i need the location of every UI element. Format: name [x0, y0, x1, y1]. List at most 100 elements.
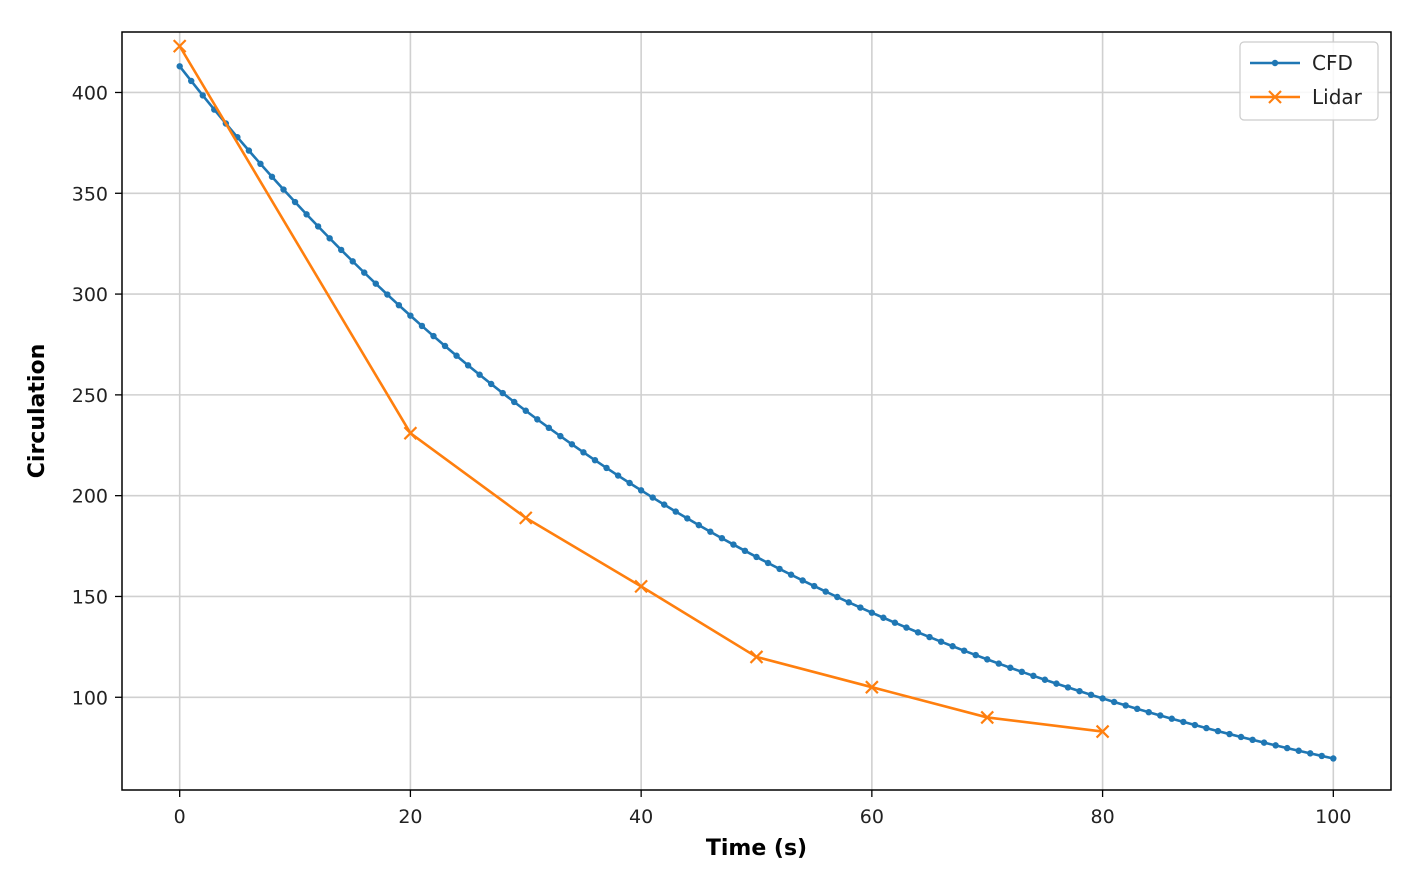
data-point — [453, 352, 460, 359]
data-point — [487, 380, 495, 388]
data-point — [1041, 676, 1049, 683]
data-point — [603, 464, 610, 472]
data-point — [1087, 691, 1095, 699]
data-point — [903, 624, 910, 631]
x-tick-label: 40 — [629, 806, 653, 828]
data-point — [372, 280, 379, 287]
data-point — [1249, 736, 1256, 744]
data-point — [672, 508, 679, 515]
data-point — [1099, 695, 1106, 702]
legend-entry: Lidar — [1250, 85, 1363, 109]
series-layer — [172, 39, 1337, 762]
data-point — [568, 441, 576, 448]
data-point — [1330, 755, 1337, 762]
data-point — [291, 198, 299, 206]
data-point — [1318, 752, 1325, 760]
y-tick-label: 250 — [72, 385, 108, 407]
data-point — [303, 211, 310, 218]
data-point — [591, 456, 599, 464]
data-point — [1095, 724, 1110, 739]
data-point — [1064, 684, 1072, 691]
legend-marker — [1268, 90, 1282, 104]
data-point — [172, 39, 187, 53]
data-point — [1272, 742, 1279, 749]
x-tick-label: 0 — [174, 806, 186, 828]
data-point — [1307, 750, 1314, 757]
data-point — [891, 619, 899, 626]
data-point — [1237, 733, 1245, 741]
data-point — [1018, 668, 1026, 676]
data-point — [637, 487, 645, 494]
y-tick-label: 400 — [72, 82, 108, 104]
data-point — [268, 173, 276, 180]
data-point — [1180, 718, 1187, 726]
data-point — [337, 246, 345, 254]
data-point — [880, 614, 887, 621]
data-point — [730, 541, 737, 548]
data-point — [764, 559, 772, 567]
data-point — [1283, 744, 1291, 752]
data-point — [361, 269, 368, 276]
y-tick-label: 300 — [72, 284, 108, 306]
data-point — [937, 638, 945, 645]
series-line — [178, 65, 1334, 760]
series-1 — [172, 39, 1110, 739]
data-point — [1226, 730, 1233, 738]
data-point — [176, 63, 183, 70]
data-point — [1053, 680, 1060, 687]
data-point — [649, 494, 656, 501]
y-tick-label: 350 — [72, 183, 108, 205]
data-point — [787, 571, 795, 578]
data-point — [464, 362, 472, 369]
data-point — [822, 588, 829, 595]
data-point — [245, 147, 253, 154]
data-point — [1134, 705, 1141, 713]
data-point — [695, 521, 703, 529]
data-point — [753, 553, 760, 561]
data-point — [418, 322, 426, 330]
legend-entry: CFD — [1250, 51, 1353, 75]
data-point — [1214, 727, 1222, 735]
data-point — [749, 650, 764, 664]
data-point — [980, 710, 995, 725]
data-point — [776, 565, 783, 573]
data-point — [534, 416, 541, 423]
data-point — [476, 371, 483, 378]
data-point — [384, 291, 391, 298]
y-tick-label: 200 — [72, 486, 108, 508]
plot-frame — [121, 31, 1392, 791]
data-point — [741, 547, 749, 555]
data-point — [984, 656, 991, 663]
data-point — [799, 577, 806, 584]
data-point — [1145, 708, 1152, 716]
data-point — [914, 629, 922, 636]
data-point — [280, 186, 287, 193]
data-point — [545, 424, 553, 432]
series-0 — [176, 63, 1337, 762]
x-axis-label: Time (s) — [706, 836, 807, 861]
x-tick-label: 100 — [1315, 806, 1351, 828]
ticks: 0 20 40 60 80 100 100 150 200 250 300 350 400 — [72, 82, 1352, 828]
data-point — [661, 501, 668, 508]
x-tick-label: 20 — [398, 806, 422, 828]
data-point — [634, 579, 648, 594]
data-point — [1157, 712, 1164, 719]
data-point — [949, 643, 956, 650]
data-point — [834, 593, 841, 601]
data-point — [1110, 698, 1118, 706]
data-point — [995, 660, 1002, 667]
data-point — [1295, 747, 1302, 754]
data-point — [349, 258, 356, 265]
data-point — [1030, 672, 1037, 680]
data-point — [403, 426, 418, 440]
data-point — [557, 432, 564, 440]
data-point — [1076, 687, 1083, 695]
legend-label: Lidar — [1312, 85, 1363, 109]
data-point — [926, 633, 933, 641]
data-point — [960, 647, 968, 654]
data-point — [857, 604, 864, 611]
data-point — [626, 479, 633, 487]
data-point — [868, 609, 876, 616]
legend-label: CFD — [1312, 51, 1353, 75]
